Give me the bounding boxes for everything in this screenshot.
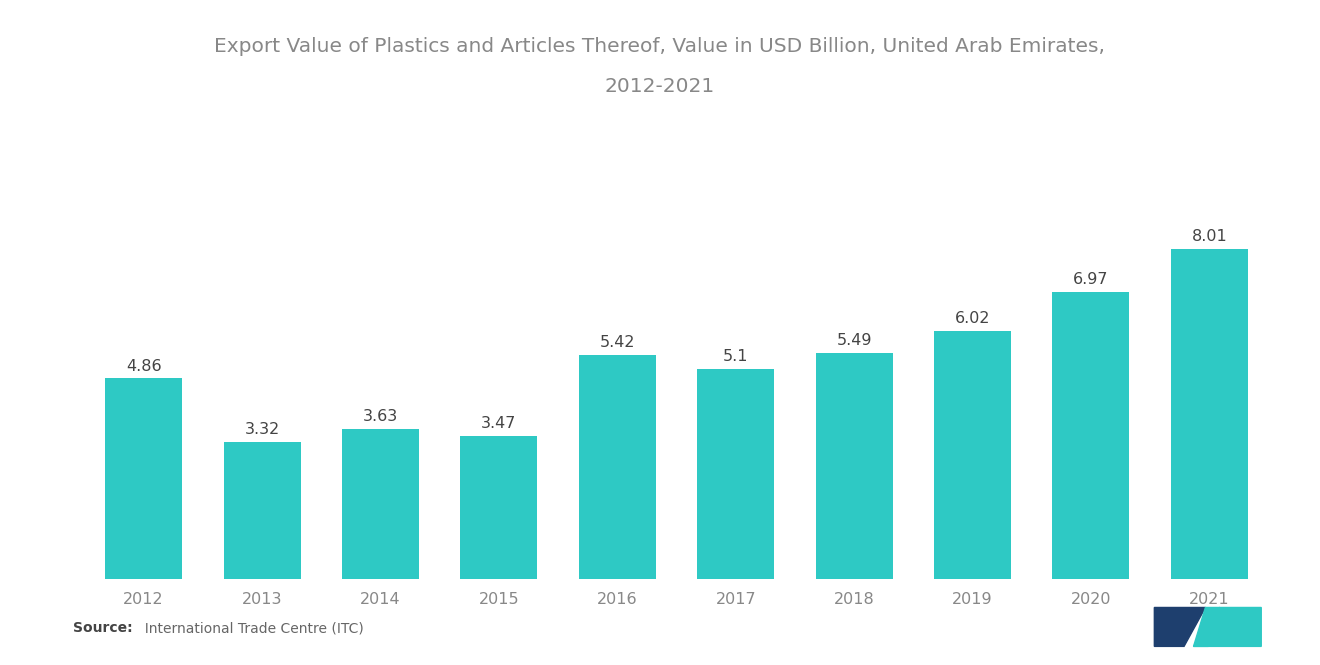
Text: 3.63: 3.63	[363, 409, 399, 424]
Bar	[935, 331, 1011, 579]
Bar	[816, 352, 892, 579]
Polygon shape	[1193, 608, 1262, 646]
Text: 6.97: 6.97	[1073, 272, 1109, 287]
Text: 2012-2021: 2012-2021	[605, 77, 715, 96]
Text: 5.49: 5.49	[837, 332, 873, 348]
Bar	[461, 436, 537, 579]
Text: Export Value of Plastics and Articles Thereof, Value in USD Billion, United Arab: Export Value of Plastics and Articles Th…	[214, 37, 1106, 56]
Bar	[106, 378, 182, 579]
Text: Source:: Source:	[73, 621, 132, 635]
Bar	[697, 368, 775, 579]
Text: International Trade Centre (ITC): International Trade Centre (ITC)	[136, 621, 364, 635]
Text: 6.02: 6.02	[954, 311, 990, 326]
Text: 3.47: 3.47	[482, 416, 516, 431]
Polygon shape	[1154, 608, 1205, 646]
Text: 5.1: 5.1	[723, 348, 748, 364]
Bar	[342, 429, 418, 579]
Text: 5.42: 5.42	[599, 335, 635, 350]
Bar	[1171, 249, 1247, 579]
Text: 3.32: 3.32	[244, 422, 280, 437]
Text: 4.86: 4.86	[125, 358, 161, 374]
Polygon shape	[1193, 608, 1220, 646]
Bar	[578, 355, 656, 579]
Text: 8.01: 8.01	[1192, 229, 1228, 244]
Bar	[223, 442, 301, 579]
Bar	[1052, 292, 1130, 579]
